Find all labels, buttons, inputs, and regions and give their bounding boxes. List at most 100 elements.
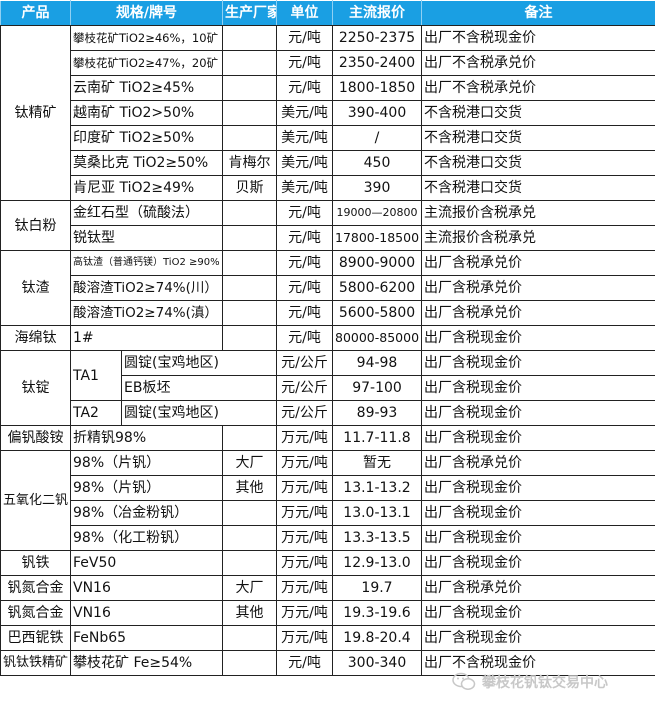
note: 不含税港口交货 xyxy=(421,175,655,201)
table-row: 钛精矿 攀枝花矿TiO2≥46%，10矿 元/吨 2250-2375 出厂不含税现金价 xyxy=(0,25,655,201)
price: 17800-18500 xyxy=(332,225,422,251)
factory xyxy=(222,75,277,101)
table-row: 酸溶渣TiO2≥74%(滇） 元/吨 5600-5800 出厂含税承兑价 xyxy=(1,300,655,326)
table-row: 肯尼亚 TiO2≥49% 贝斯 美元/吨 390 不含税港口交货 xyxy=(1,175,655,201)
note: 出厂含税现金价 xyxy=(421,475,655,501)
factory xyxy=(222,550,277,576)
spec: 肯尼亚 TiO2≥49% xyxy=(70,175,223,201)
factory xyxy=(222,200,277,226)
note: 出厂含税承兑价 xyxy=(421,575,655,601)
note: 出厂含税现金价 xyxy=(421,350,655,376)
table-row: 印度矿 TiO2≥50% 美元/吨 / 不含税港口交货 xyxy=(1,125,655,151)
product-name: 钛白粉 xyxy=(0,200,71,251)
note: 出厂含税承兑价 xyxy=(421,300,655,326)
note: 不含税港口交货 xyxy=(421,125,655,151)
note: 出厂不含税承兑价 xyxy=(421,50,655,76)
table-body: 钛精矿 攀枝花矿TiO2≥46%，10矿 元/吨 2250-2375 出厂不含税现金价攀… xyxy=(0,25,655,676)
note: 出厂含税现金价 xyxy=(421,600,655,626)
price: 89-93 xyxy=(332,400,422,426)
grade: TA2 xyxy=(70,400,122,426)
spec: 1# xyxy=(70,325,223,351)
unit: 万元/吨 xyxy=(276,575,333,601)
table-row: 偏钒酸铵 折精钒98% 万元/吨 11.7-11.8 出厂含税现金价 xyxy=(0,425,655,451)
factory xyxy=(222,25,277,51)
price: 2350-2400 xyxy=(332,50,422,76)
header-factory: 生产厂家 xyxy=(222,0,277,26)
product-name: 钒铁 xyxy=(0,550,71,576)
table-row: 钛锭 TA1 圆锭(宝鸡地区) 元/公斤 94-98 出厂含税现金价 xyxy=(0,350,655,426)
unit: 万元/吨 xyxy=(276,475,333,501)
product-name: 钛渣 xyxy=(0,250,71,326)
unit: 元/吨 xyxy=(276,25,333,51)
price: 19000—20800 xyxy=(332,200,422,226)
note: 出厂不含税现金价 xyxy=(421,25,655,51)
price: 19.3-19.6 xyxy=(332,600,422,626)
spec: 98%（化工粉钒） xyxy=(70,525,223,551)
price: 12.9-13.0 xyxy=(332,550,422,576)
table-row: 莫桑比克 TiO2≥50% 肯梅尔 美元/吨 450 不含税港口交货 xyxy=(1,150,655,176)
unit: 美元/吨 xyxy=(276,125,333,151)
factory xyxy=(222,325,277,351)
spec: 攀枝花矿 Fe≥54% xyxy=(70,650,223,676)
note: 出厂含税现金价 xyxy=(421,525,655,551)
factory xyxy=(222,300,277,326)
unit: 万元/吨 xyxy=(276,600,333,626)
unit: 元/吨 xyxy=(276,50,333,76)
spec: VN16 xyxy=(70,575,223,601)
price: 97-100 xyxy=(332,375,422,401)
table-row: 钒铁 FeV50 万元/吨 12.9-13.0 出厂含税现金价 xyxy=(0,550,655,576)
note: 出厂不含税现金价 xyxy=(421,650,655,676)
table-row: 钛渣 高钛渣（普通钙镁）TiO2 ≥90% 元/吨 8900-9000 出厂含税承兑价 xyxy=(0,250,655,326)
header-price: 主流报价 xyxy=(332,0,422,26)
note: 出厂含税现金价 xyxy=(421,400,655,426)
spec: 98%（冶金粉钒） xyxy=(70,500,223,526)
price: 8900-9000 xyxy=(332,250,422,276)
price-table: 产品 规格/牌号 生产厂家 单位 主流报价 备注 钛精矿 攀枝花矿TiO2≥46%… xyxy=(0,0,655,676)
unit: 元/公斤 xyxy=(276,400,333,426)
price: 390-400 xyxy=(332,100,422,126)
spec: 云南矿 TiO2≥45% xyxy=(70,75,223,101)
spec: 攀枝花矿TiO2≥46%，10矿 xyxy=(70,25,223,51)
spec: 莫桑比克 TiO2≥50% xyxy=(70,150,223,176)
note: 不含税港口交货 xyxy=(421,150,655,176)
factory xyxy=(222,225,277,251)
table-row: 钛白粉 金红石型（硫酸法） 元/吨 19000—20800 主流报价含税承兑 xyxy=(0,200,655,251)
factory xyxy=(222,125,277,151)
price: 13.1-13.2 xyxy=(332,475,422,501)
table-row: 98%（冶金粉钒） 万元/吨 13.0-13.1 出厂含税现金价 xyxy=(1,500,655,526)
unit: 元/吨 xyxy=(276,275,333,301)
note: 出厂不含税承兑价 xyxy=(421,75,655,101)
spec: 攀枝花矿TiO2≥47%，20矿 xyxy=(70,50,223,76)
table-row: 越南矿 TiO2>50% 美元/吨 390-400 不含税港口交货 xyxy=(1,100,655,126)
unit: 元/吨 xyxy=(276,200,333,226)
form: 圆锭(宝鸡地区) xyxy=(121,350,277,376)
factory xyxy=(222,650,277,676)
factory xyxy=(222,425,277,451)
header-unit: 单位 xyxy=(276,0,333,26)
form: 圆锭(宝鸡地区) xyxy=(121,400,277,426)
spec: 酸溶渣TiO2≥74%(滇） xyxy=(70,300,223,326)
spec: 高钛渣（普通钙镁）TiO2 ≥90% xyxy=(70,250,223,276)
note: 出厂含税现金价 xyxy=(421,625,655,651)
spec: 越南矿 TiO2>50% xyxy=(70,100,223,126)
factory xyxy=(222,50,277,76)
table-row: 海绵钛 1# 元/吨 80000-85000 出厂含税现金价 xyxy=(0,325,655,351)
unit: 元/吨 xyxy=(276,325,333,351)
price: 94-98 xyxy=(332,350,422,376)
price: 80000-85000 xyxy=(332,325,422,351)
spec: VN16 xyxy=(70,600,223,626)
unit: 元/吨 xyxy=(276,650,333,676)
unit: 元/吨 xyxy=(276,250,333,276)
factory xyxy=(222,275,277,301)
unit: 万元/吨 xyxy=(276,625,333,651)
table-row: 云南矿 TiO2≥45% 元/吨 1800-1850 出厂不含税承兑价 xyxy=(1,75,655,101)
price: / xyxy=(332,125,422,151)
product-name: 钒钛铁精矿 xyxy=(0,650,71,676)
factory: 其他 xyxy=(222,600,277,626)
product-name: 偏钒酸铵 xyxy=(0,425,71,451)
product-name: 海绵钛 xyxy=(0,325,71,351)
form: EB板坯 xyxy=(121,375,277,401)
grade: TA1 xyxy=(70,350,122,401)
table-header-row: 产品 规格/牌号 生产厂家 单位 主流报价 备注 xyxy=(0,0,655,26)
factory: 大厂 xyxy=(222,450,277,476)
